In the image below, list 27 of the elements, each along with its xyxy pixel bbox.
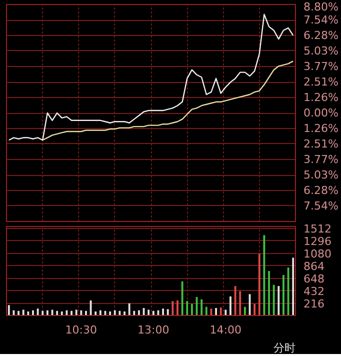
- y-tick-label: 3.77%: [304, 60, 338, 74]
- y-tick-label: 1080: [304, 248, 332, 261]
- y-tick-label: 0.00%: [304, 106, 338, 120]
- x-tick-label: 10:30: [65, 324, 98, 336]
- y-tick-label: 5.03%: [304, 44, 338, 58]
- y-tick-label: 3.77%: [304, 152, 338, 166]
- y-tick-label: 864: [304, 260, 324, 274]
- y-tick-label: 2.51%: [304, 76, 338, 89]
- y-tick-label: 6.28%: [304, 29, 338, 42]
- y-tick-label: 216: [304, 298, 324, 311]
- y-tick-label: 2.51%: [304, 137, 338, 150]
- y-tick-label: 6.28%: [304, 184, 338, 197]
- y-tick-label: 7.54%: [304, 199, 338, 212]
- y-tick-label: 7.54%: [304, 14, 338, 27]
- y-tick-label: 8.80%: [304, 0, 338, 14]
- y-tick-label: 648: [304, 272, 324, 286]
- x-tick-label: 13:00: [138, 324, 170, 336]
- y-tick-label: 432: [304, 285, 324, 298]
- y-tick-label: 5.03%: [304, 168, 338, 182]
- y-tick-label: 1296: [304, 235, 332, 248]
- y-tick-label: 1.26%: [304, 122, 338, 136]
- line-series: [42, 60, 294, 141]
- line-series: [8, 14, 294, 141]
- y-tick-label: 1512: [304, 222, 332, 236]
- y-tick-label: 1.26%: [304, 90, 338, 104]
- text: 分时: [274, 342, 296, 354]
- x-tick-label: 14:00: [210, 324, 242, 336]
